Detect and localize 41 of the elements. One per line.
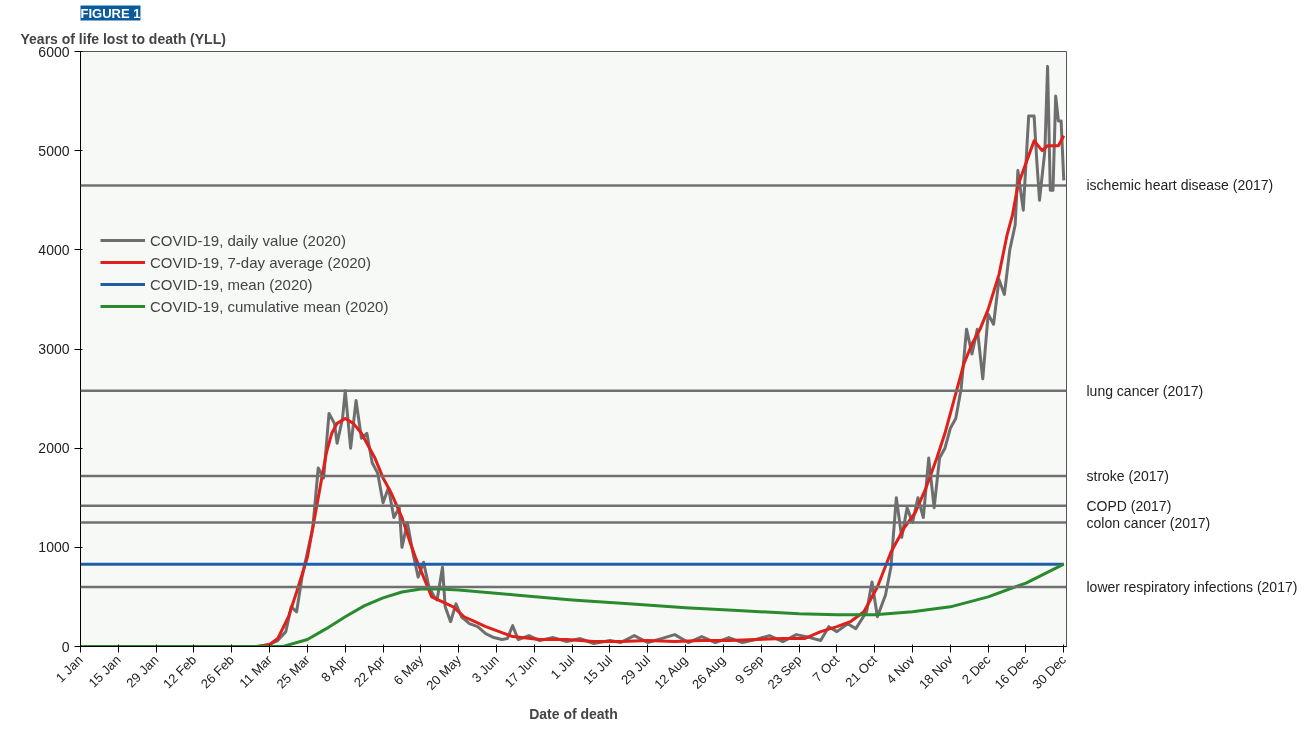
x-tick-label: 30 Dec xyxy=(1029,651,1070,692)
x-tick-label: 21 Oct xyxy=(842,651,881,690)
ref-line-label: stroke (2017) xyxy=(1086,467,1169,484)
x-tick-label: 26 Feb xyxy=(197,652,238,692)
ref-line-label: COPD (2017) xyxy=(1086,497,1172,514)
y-tick-label: 3000 xyxy=(38,341,70,357)
x-tick-label: 15 Jan xyxy=(85,652,124,691)
x-tick-label: 17 Jun xyxy=(501,652,540,691)
y-tick-label: 1000 xyxy=(38,539,70,556)
x-tick-label: 26 Aug xyxy=(688,652,729,692)
x-tick-label: 16 Dec xyxy=(991,651,1032,692)
y-tick-label: 5000 xyxy=(38,142,70,159)
legend-label: COVID-19, 7-day average (2020) xyxy=(150,253,371,271)
x-tick-label: 2 Dec xyxy=(958,651,994,687)
x-axis-title: Date of death xyxy=(529,706,618,723)
x-tick-label: 1 Jul xyxy=(547,652,578,683)
y-tick-label: 0 xyxy=(61,638,70,655)
ref-line-label: colon cancer (2017) xyxy=(1086,514,1211,531)
x-tick-label: 1 Jan xyxy=(52,652,86,686)
x-tick-label: 29 Jan xyxy=(123,652,162,691)
ref-line-label: ischemic heart disease (2017) xyxy=(1086,177,1274,194)
x-tick-label: 8 Apr xyxy=(317,652,351,685)
x-tick-label: 15 Jul xyxy=(580,652,616,688)
x-tick-label: 12 Feb xyxy=(160,652,200,692)
x-tick-label: 29 Jul xyxy=(617,652,654,688)
x-tick-label: 12 Aug xyxy=(651,652,691,692)
x-tick-label: 22 Apr xyxy=(350,652,389,690)
x-tick-label: 9 Sep xyxy=(731,652,767,687)
ref-line-label: lung cancer (2017) xyxy=(1086,382,1204,399)
x-tick-label: 7 Oct xyxy=(809,651,843,685)
x-tick-label: 11 Mar xyxy=(236,651,276,691)
x-tick-label: 25 Mar xyxy=(273,651,314,692)
chart-title: FIGURE 1 xyxy=(80,5,141,21)
ref-line-label: lower respiratory infections (2017) xyxy=(1086,579,1298,595)
x-tick-label: 23 Sep xyxy=(764,652,805,692)
x-tick-label: 3 Jun xyxy=(468,652,502,686)
y-tick-label: 2000 xyxy=(38,440,70,457)
legend-label: COVID-19, cumulative mean (2020) xyxy=(150,297,389,315)
legend-label: COVID-19, mean (2020) xyxy=(150,275,313,293)
legend-label: COVID-19, daily value (2020) xyxy=(150,231,346,249)
y-tick-label: 4000 xyxy=(38,241,70,258)
